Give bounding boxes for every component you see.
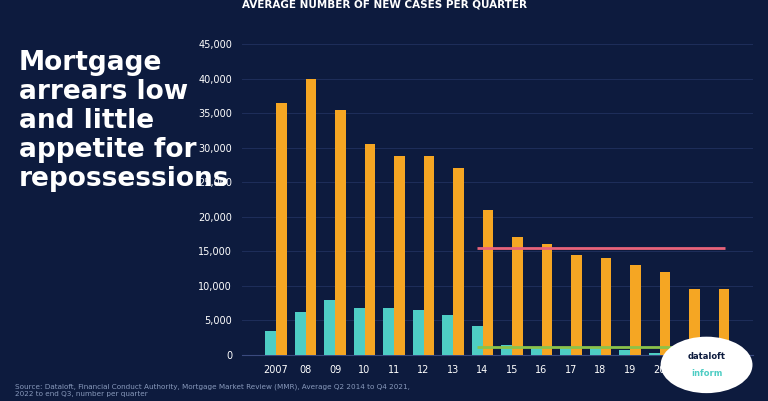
Bar — [601, 258, 611, 355]
Bar — [619, 350, 630, 355]
Text: Source: Dataloft, Financial Conduct Authority, Mortgage Market Review (MMR), Ave: Source: Dataloft, Financial Conduct Auth… — [15, 383, 410, 397]
Bar — [482, 210, 494, 355]
Bar — [265, 331, 276, 355]
Bar — [660, 272, 670, 355]
Bar — [276, 103, 287, 355]
Bar — [531, 346, 541, 355]
Bar — [453, 168, 464, 355]
Bar — [590, 348, 601, 355]
Bar — [365, 144, 376, 355]
Text: inform: inform — [691, 369, 722, 378]
Text: AVERAGE NUMBER OF NEW CASES PER QUARTER: AVERAGE NUMBER OF NEW CASES PER QUARTER — [242, 0, 527, 10]
Bar — [707, 348, 719, 355]
Bar — [630, 265, 641, 355]
Bar — [560, 348, 571, 355]
Ellipse shape — [660, 337, 753, 393]
Bar — [649, 353, 660, 355]
Bar — [512, 237, 523, 355]
Bar — [335, 110, 346, 355]
Bar — [541, 244, 552, 355]
Bar — [295, 312, 306, 355]
Bar — [571, 255, 582, 355]
Text: dataloft: dataloft — [687, 352, 726, 361]
Bar — [442, 315, 453, 355]
Bar — [678, 348, 689, 355]
Bar — [353, 308, 365, 355]
Bar — [719, 289, 730, 355]
Bar — [423, 156, 435, 355]
Bar — [324, 300, 335, 355]
Bar — [306, 79, 316, 355]
Bar — [472, 326, 482, 355]
Bar — [394, 156, 405, 355]
Bar — [412, 310, 423, 355]
Bar — [689, 289, 700, 355]
Bar — [383, 308, 394, 355]
Bar — [501, 344, 512, 355]
Text: Mortgage
arrears low
and little
appetite for
repossessions: Mortgage arrears low and little appetite… — [19, 51, 230, 192]
